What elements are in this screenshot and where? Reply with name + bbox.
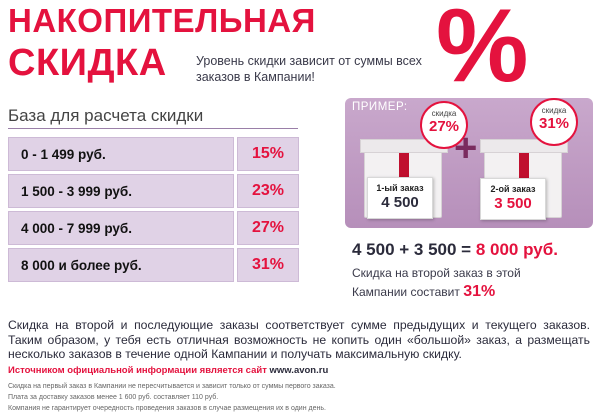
source-line: Источником официальной информации являет… bbox=[8, 365, 328, 376]
range-cell: 4 000 - 7 999 руб. bbox=[8, 211, 234, 245]
discount-bubble-order1: скидка 27% bbox=[420, 101, 468, 149]
bubble-label: скидка bbox=[431, 109, 457, 118]
order-card-1: 1-ый заказ 4 500 bbox=[367, 177, 433, 219]
fine-print-2: Плата за доставку заказов менее 1 600 ру… bbox=[8, 394, 219, 401]
range-cell: 8 000 и более руб. bbox=[8, 248, 234, 282]
bubble-value: 27% bbox=[428, 118, 460, 135]
example-label: ПРИМЕР: bbox=[352, 101, 408, 113]
table-row: 0 - 1 499 руб. 15% bbox=[8, 137, 299, 171]
main-description: Скидка на второй и последующие заказы со… bbox=[8, 318, 590, 362]
range-cell: 1 500 - 3 999 руб. bbox=[8, 174, 234, 208]
bubble-label: скидка bbox=[541, 106, 567, 115]
source-text: Источником официальной информации являет… bbox=[8, 365, 270, 376]
note-percent: 31% bbox=[463, 282, 496, 300]
title-line-2: СКИДКА bbox=[8, 42, 167, 84]
percent-sign-icon: % bbox=[436, 0, 529, 104]
discount-cell: 31% bbox=[237, 248, 299, 282]
order-card-2: 2-ой заказ 3 500 bbox=[480, 178, 546, 220]
discount-cell: 23% bbox=[237, 174, 299, 208]
source-link[interactable]: www.avon.ru bbox=[269, 365, 329, 376]
order-value: 4 500 bbox=[381, 194, 419, 211]
subtitle: Уровень скидки зависит от суммы всех зак… bbox=[196, 54, 422, 84]
table-row: 8 000 и более руб. 31% bbox=[8, 248, 299, 282]
discount-bubble-order2: скидка 31% bbox=[530, 98, 578, 146]
table-row: 1 500 - 3 999 руб. 23% bbox=[8, 174, 299, 208]
range-cell: 0 - 1 499 руб. bbox=[8, 137, 234, 171]
order-value: 3 500 bbox=[494, 195, 532, 212]
bubble-value: 31% bbox=[538, 115, 570, 132]
sum-expression: 4 500 + 3 500 = bbox=[352, 240, 476, 259]
table-row: 4 000 - 7 999 руб. 27% bbox=[8, 211, 299, 245]
discount-table: 0 - 1 499 руб. 15% 1 500 - 3 999 руб. 23… bbox=[8, 137, 299, 285]
order-label: 1-ый заказ bbox=[376, 183, 424, 193]
base-label: База для расчета скидки bbox=[8, 106, 204, 125]
title-line-1: НАКОПИТЕЛЬНАЯ bbox=[8, 2, 316, 39]
sum-line: 4 500 + 3 500 = 8 000 руб. bbox=[352, 240, 558, 260]
example-note: Скидка на второй заказ в этой Кампании с… bbox=[352, 266, 552, 302]
fine-print-1: Скидка на первый заказ в Кампании не пер… bbox=[8, 383, 336, 390]
discount-cell: 27% bbox=[237, 211, 299, 245]
discount-cell: 15% bbox=[237, 137, 299, 171]
note-text: Скидка на второй заказ в этой Кампании с… bbox=[352, 266, 521, 299]
fine-print-3: Компания не гарантирует очередность пров… bbox=[8, 405, 326, 412]
order-label: 2-ой заказ bbox=[490, 184, 536, 194]
divider bbox=[8, 128, 298, 129]
sum-total: 8 000 руб. bbox=[475, 240, 558, 259]
plus-icon: + bbox=[454, 126, 478, 170]
